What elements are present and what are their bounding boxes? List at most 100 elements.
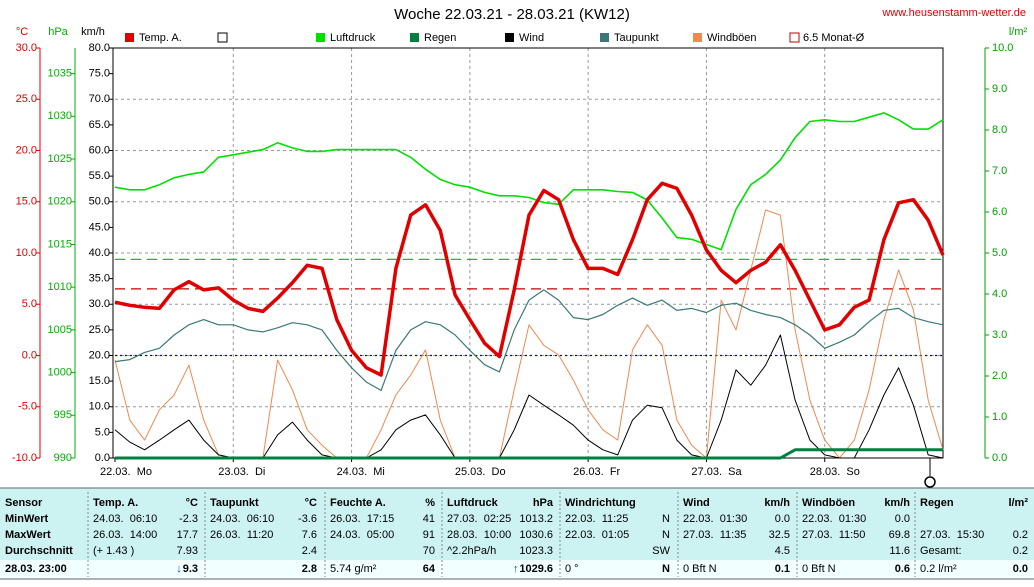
cell-text: 0 Bft N	[802, 563, 836, 575]
cell-text: 0 °	[565, 563, 579, 575]
cell-value: 7.6	[302, 529, 317, 541]
cell-text: 28.03. 10:00	[447, 529, 511, 541]
x-tick-label: 23.03. Di	[218, 466, 265, 478]
y-tick-label: 1000	[48, 366, 72, 378]
cell-text: 26.03. 11:20	[210, 529, 273, 541]
cell-value: 0.0	[895, 513, 910, 525]
cell-text: 24.03. 06:10	[93, 513, 157, 525]
y-tick-label: 20.0	[16, 144, 37, 156]
y-tick-label: -10.0	[12, 452, 37, 464]
y-tick-label: 75.0	[89, 68, 110, 80]
column-unit: hPa	[533, 497, 554, 509]
cell-value: 1023.3	[519, 545, 553, 557]
cell-value: 41	[423, 513, 435, 525]
cell-value: 4.5	[775, 545, 790, 557]
axis-unit: hPa	[48, 26, 68, 38]
cell-text: 27.03. 02:25	[447, 513, 511, 525]
y-tick-label: 60.0	[89, 144, 110, 156]
cell-text: 5.74 g/m²	[330, 563, 377, 575]
y-tick-label: 15.0	[16, 196, 37, 208]
y-tick-label: -5.0	[18, 401, 37, 413]
y-tick-label: 1025	[48, 153, 72, 165]
y-tick-label: 25.0	[89, 324, 110, 336]
column-header: Sensor	[5, 497, 43, 509]
cell-text: 22.03. 01:05	[565, 529, 629, 541]
y-tick-label: 30.0	[89, 298, 110, 310]
cell-value: 0.0	[775, 513, 790, 525]
legend-label: Luftdruck	[330, 32, 376, 44]
y-tick-label: 70.0	[89, 93, 110, 105]
y-tick-label: 8.0	[992, 124, 1007, 136]
y-tick-label: 0.0	[992, 452, 1007, 464]
cell-text: ^2.2hPa/h	[447, 545, 496, 557]
cell-value: 1030.6	[519, 529, 553, 541]
column-header: Temp. A.	[93, 497, 138, 509]
marker-icon[interactable]	[924, 476, 936, 488]
y-tick-label: 35.0	[89, 273, 110, 285]
column-unit: l/m²	[1008, 497, 1028, 509]
cell-text: 22.03. 01:30	[683, 513, 747, 525]
column-unit: km/h	[764, 497, 790, 509]
y-tick-label: 1030	[48, 110, 72, 122]
cell-text: 22.03. 11:25	[565, 513, 628, 525]
column-unit: %	[425, 497, 435, 509]
legend-swatch	[410, 33, 419, 42]
x-tick-label: 22.03. Mo	[100, 466, 152, 478]
y-tick-label: 50.0	[89, 196, 110, 208]
source-link[interactable]: www.heusenstamm-wetter.de	[881, 7, 1026, 19]
cell-value: 11.6	[889, 545, 910, 557]
y-tick-label: 25.0	[16, 93, 37, 105]
y-tick-label: 3.0	[992, 329, 1007, 341]
legend-label: 6.5 Monat-Ø	[803, 32, 865, 44]
cell-text: 24.03. 05:00	[330, 529, 394, 541]
x-tick-label: 26.03. Fr	[573, 466, 620, 478]
legend-swatch	[693, 33, 702, 42]
x-tick-label: 27.03. Sa	[691, 466, 742, 478]
cell-text: 0 Bft N	[683, 563, 717, 575]
y-tick-label: 30.0	[16, 42, 37, 54]
legend-swatch	[789, 32, 800, 43]
cell-value: 70	[423, 545, 435, 557]
row-label: 28.03. 23:00	[5, 563, 67, 575]
series-line	[114, 289, 944, 391]
x-tick-label: 28.03. So	[810, 466, 860, 478]
y-tick-label: 1020	[48, 196, 72, 208]
y-tick-label: 10.0	[16, 247, 37, 259]
row-label: MaxWert	[5, 529, 51, 541]
cell-value: 0.2	[1013, 529, 1028, 541]
y-tick-label: 65.0	[89, 119, 110, 131]
y-tick-label: 15.0	[89, 375, 110, 387]
column-header: Regen	[920, 497, 954, 509]
cell-value: SW	[652, 545, 670, 557]
trend-arrow: ↓	[176, 563, 182, 575]
row-label: MinWert	[5, 513, 49, 525]
legend-swatch	[600, 33, 609, 42]
cell-value: 0.1	[775, 563, 790, 575]
cell-value: 0.2	[1013, 545, 1028, 557]
legend-swatch	[125, 33, 134, 42]
y-tick-label: 4.0	[992, 288, 1007, 300]
cell-text: 27.03. 15:30	[920, 529, 984, 541]
cell-value: 0.6	[895, 563, 910, 575]
cell-value: 7.93	[177, 545, 198, 557]
cell-value: 2.4	[302, 545, 317, 557]
series-line	[114, 112, 944, 251]
row-label: Durchschnitt	[5, 545, 73, 557]
column-unit: °C	[186, 497, 198, 509]
cell-value: 91	[423, 529, 435, 541]
y-tick-label: 0.0	[95, 452, 110, 464]
cell-value: N	[662, 529, 670, 541]
chart-title: Woche 22.03.21 - 28.03.21 (KW12)	[394, 6, 630, 23]
y-tick-label: 0.0	[22, 349, 37, 361]
cell-value: 2.8	[302, 563, 317, 575]
cell-value: N	[662, 563, 670, 575]
axis-unit: °C	[16, 26, 28, 38]
y-tick-label: 1.0	[992, 411, 1007, 423]
cell-value: 32.5	[769, 529, 790, 541]
cell-value: 9.3	[183, 563, 198, 575]
table-background	[0, 488, 1034, 560]
column-unit: °C	[305, 497, 317, 509]
x-tick-label: 25.03. Do	[455, 466, 506, 478]
cell-value: -3.6	[298, 513, 317, 525]
